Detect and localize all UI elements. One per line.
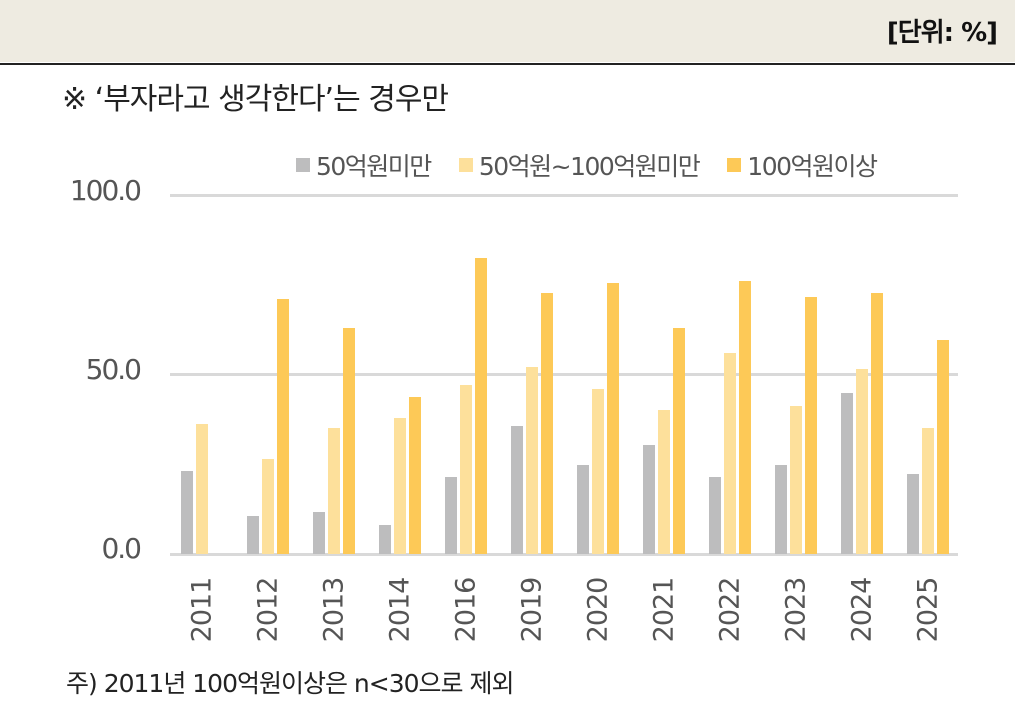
bar-group-2016 bbox=[445, 195, 487, 554]
bar-2025-series-0 bbox=[907, 474, 919, 554]
legend-item-under-50: 50억원미만 bbox=[296, 147, 432, 183]
bar-2013-series-0 bbox=[313, 511, 325, 554]
bar-2012-series-2 bbox=[277, 298, 289, 554]
bar-2023-series-0 bbox=[775, 464, 787, 554]
bar-group-2023 bbox=[775, 195, 817, 554]
bar-group-2011 bbox=[181, 195, 223, 554]
bar-2023-series-2 bbox=[805, 296, 817, 554]
bar-group-2012 bbox=[247, 195, 289, 554]
bar-2013-series-2 bbox=[343, 327, 355, 554]
bar-2024-series-1 bbox=[856, 369, 868, 554]
bar-2016-series-2 bbox=[475, 257, 487, 554]
bar-2024-series-2 bbox=[871, 293, 883, 554]
legend-label: 50억원~100억원미만 bbox=[478, 152, 701, 181]
bar-2019-series-1 bbox=[526, 367, 538, 554]
bar-2021-series-1 bbox=[658, 410, 670, 554]
gridline-100 bbox=[170, 194, 958, 197]
bar-2022-series-1 bbox=[724, 353, 736, 554]
x-label-2013: 2013 bbox=[318, 577, 350, 643]
legend-label: 50억원미만 bbox=[316, 152, 432, 181]
bar-2020-series-1 bbox=[592, 388, 604, 554]
bar-2025-series-1 bbox=[922, 427, 934, 554]
x-label-2019: 2019 bbox=[516, 577, 548, 643]
bar-2014-series-1 bbox=[394, 418, 406, 554]
unit-label: [단위: %] bbox=[886, 18, 998, 48]
x-label-2025: 2025 bbox=[912, 577, 944, 643]
bar-2014-series-0 bbox=[379, 524, 391, 554]
bar-2016-series-1 bbox=[460, 384, 472, 554]
bar-2012-series-0 bbox=[247, 515, 259, 554]
bar-2011-series-0 bbox=[181, 470, 193, 554]
legend-swatch-icon bbox=[296, 158, 310, 172]
bar-group-2022 bbox=[709, 195, 751, 554]
bar-2014-series-2 bbox=[409, 396, 421, 554]
bar-group-2013 bbox=[313, 195, 355, 554]
chart-subtitle: ※ ‘부자라고 생각한다’는 경우만 bbox=[62, 82, 449, 117]
x-label-2023: 2023 bbox=[780, 577, 812, 643]
bar-2012-series-1 bbox=[262, 458, 274, 554]
legend-item-over-100: 100억원이상 bbox=[727, 147, 878, 183]
bar-2011-series-1 bbox=[196, 424, 208, 554]
bar-2021-series-2 bbox=[673, 327, 685, 554]
y-tick-50: 50.0 bbox=[85, 353, 142, 386]
legend-item-50-to-100: 50억원~100억원미만 bbox=[458, 147, 701, 183]
x-axis-labels: 2011 2012 2013 2014 2016 2019 2020 2021 2022 2023… bbox=[170, 570, 958, 650]
bar-2020-series-2 bbox=[607, 283, 619, 554]
x-label-2024: 2024 bbox=[846, 577, 878, 643]
bar-group-2020 bbox=[577, 195, 619, 554]
bar-2013-series-1 bbox=[328, 427, 340, 554]
bar-group-2021 bbox=[643, 195, 685, 554]
bar-2019-series-0 bbox=[511, 425, 523, 554]
bar-2020-series-0 bbox=[577, 464, 589, 554]
bar-2021-series-0 bbox=[643, 445, 655, 554]
bar-series-container bbox=[170, 195, 958, 554]
x-label-2014: 2014 bbox=[384, 577, 416, 643]
legend-label: 100억원이상 bbox=[747, 152, 878, 181]
x-label-2016: 2016 bbox=[450, 577, 482, 643]
footnote: 주) 2011년 100억원이상은 n<30으로 제외 bbox=[66, 669, 514, 698]
bar-group-2014 bbox=[379, 195, 421, 554]
header-band: [단위: %] bbox=[0, 0, 1015, 62]
y-tick-0: 0.0 bbox=[101, 532, 142, 565]
gridline-0 bbox=[170, 553, 958, 556]
x-label-2021: 2021 bbox=[648, 577, 680, 643]
bar-2019-series-2 bbox=[541, 293, 553, 554]
bar-group-2019 bbox=[511, 195, 553, 554]
x-label-2011: 2011 bbox=[186, 577, 218, 643]
bar-2016-series-0 bbox=[445, 476, 457, 554]
bar-2022-series-0 bbox=[709, 476, 721, 554]
header-divider bbox=[0, 63, 1015, 65]
bar-2024-series-0 bbox=[841, 392, 853, 554]
gridline-50 bbox=[170, 373, 958, 376]
legend-swatch-icon bbox=[458, 158, 473, 172]
y-tick-100: 100.0 bbox=[69, 174, 142, 207]
x-label-2012: 2012 bbox=[252, 577, 284, 643]
bar-group-2024 bbox=[841, 195, 883, 554]
bar-2022-series-2 bbox=[739, 281, 751, 554]
chart-legend: 50억원미만 50억원~100억원미만 100억원이상 bbox=[296, 147, 878, 183]
x-label-2022: 2022 bbox=[714, 577, 746, 643]
bar-group-2025 bbox=[907, 195, 949, 554]
plot-area bbox=[170, 194, 958, 556]
bar-2023-series-1 bbox=[790, 406, 802, 554]
bar-2025-series-2 bbox=[937, 340, 949, 554]
x-label-2020: 2020 bbox=[582, 577, 614, 643]
legend-swatch-icon bbox=[727, 158, 742, 172]
